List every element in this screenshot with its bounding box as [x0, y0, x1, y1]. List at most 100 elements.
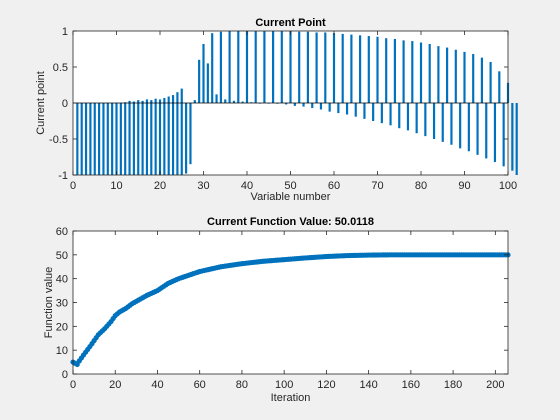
bar [463, 51, 466, 103]
x-tick-label: 80 [415, 180, 427, 192]
y-tick-label: -1 [58, 170, 68, 182]
y-tick-label: 0 [62, 98, 68, 110]
y-tick-label: 60 [56, 226, 68, 238]
bar [454, 49, 457, 103]
bar [328, 103, 331, 112]
bar [119, 103, 122, 175]
bar [150, 100, 153, 103]
bar [372, 103, 375, 121]
x-tick-label: 0 [70, 379, 76, 391]
x-tick-label: 160 [402, 379, 420, 391]
bar [215, 94, 218, 103]
bar [111, 103, 114, 175]
chart-title: Current Point [255, 17, 326, 29]
bar [206, 63, 209, 103]
x-tick-label: 10 [110, 180, 122, 192]
chart-title: Current Function Value: 50.0118 [207, 216, 374, 228]
bar [446, 47, 449, 103]
bar [441, 103, 444, 142]
bar [467, 103, 470, 152]
y-tick-label: 0.5 [53, 62, 68, 74]
bar [511, 103, 514, 171]
bar [515, 103, 518, 175]
x-tick-label: 20 [109, 379, 121, 391]
bar [263, 31, 266, 103]
bar [189, 103, 192, 165]
bar [219, 31, 222, 103]
bar [298, 31, 301, 103]
bar [154, 103, 157, 175]
bar [167, 103, 170, 175]
x-tick-label: 70 [371, 180, 383, 192]
bar [224, 99, 227, 103]
bar [393, 38, 396, 103]
x-tick-label: 30 [197, 180, 209, 192]
bar [285, 103, 288, 105]
bar [176, 103, 179, 175]
bar [337, 103, 340, 114]
bar [141, 103, 144, 175]
bar [302, 103, 305, 107]
axes-ticks: 0 10 20 30 40 50 60 70 80 90 100 -1 -0.5 0 0.5 1 [49, 26, 517, 192]
bar [489, 61, 492, 103]
bar [106, 103, 109, 175]
bar [311, 103, 314, 109]
y-tick-label: -0.5 [49, 134, 68, 146]
bar [280, 31, 283, 103]
bar [254, 31, 257, 103]
bar [432, 103, 436, 139]
bar [289, 31, 292, 103]
bar [411, 41, 414, 103]
bar [376, 36, 379, 104]
bar [237, 31, 240, 103]
bar [272, 31, 275, 103]
bar [415, 103, 418, 134]
bar [76, 103, 79, 175]
bar [137, 103, 140, 175]
bar [98, 103, 101, 175]
bar [476, 103, 479, 155]
bar [341, 33, 344, 103]
bar [128, 103, 131, 175]
bar [128, 100, 131, 103]
bar [180, 103, 183, 175]
x-tick-label: 20 [154, 180, 166, 192]
bar [319, 103, 323, 110]
bar [228, 31, 231, 103]
bar [202, 43, 205, 103]
bar [211, 33, 214, 103]
bar [428, 43, 431, 103]
bar [89, 103, 92, 175]
bar [345, 103, 349, 115]
bar [150, 103, 153, 175]
bar-series [76, 31, 518, 175]
bar [354, 103, 357, 117]
bar [180, 88, 183, 103]
x-tick-label: 180 [444, 379, 462, 391]
bar [419, 42, 423, 103]
bar [459, 103, 462, 149]
bar [293, 103, 296, 106]
bar [84, 103, 88, 175]
bar [306, 31, 309, 103]
bar [359, 35, 362, 103]
x-tick-label: 50 [284, 180, 296, 192]
bar [193, 100, 196, 103]
bar [176, 92, 179, 103]
x-tick-label: 40 [241, 180, 253, 192]
bar [385, 38, 388, 104]
bar [167, 96, 170, 103]
x-tick-label: 90 [458, 180, 470, 192]
bar [102, 103, 105, 175]
bar [93, 103, 96, 175]
bar [163, 97, 166, 103]
bar [398, 103, 401, 129]
y-tick-label: 50 [56, 250, 68, 262]
function-value-axes: 0 20 40 60 80 100 120 140 160 180 200 0 10 20 30 40 50 60… [43, 216, 511, 404]
y-tick-label: 0 [62, 369, 68, 381]
bar [350, 34, 353, 103]
bar [324, 32, 327, 103]
bar [137, 100, 140, 103]
bar [241, 101, 244, 103]
